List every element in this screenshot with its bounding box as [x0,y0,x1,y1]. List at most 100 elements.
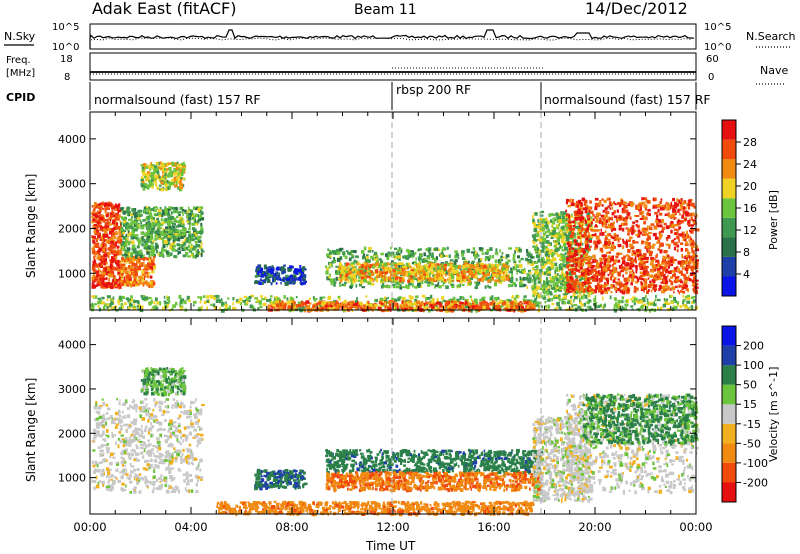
heatmap-cell [107,273,110,276]
heatmap-cell [535,261,538,264]
heatmap-cell [606,263,610,267]
heatmap-cell [101,260,103,265]
heatmap-cell [167,186,170,190]
heatmap-cell [454,267,457,270]
heatmap-cell [99,228,103,232]
heatmap-cell [581,202,583,206]
heatmap-cell [123,275,127,278]
heatmap-cell [532,289,536,292]
heatmap-cell [459,268,462,271]
cpid-row: CPID normalsound (fast) 157 RF rbsp 200 … [6,82,711,110]
heatmap-cell [487,279,491,283]
heatmap-cell [519,276,522,281]
heatmap-cell [360,276,365,280]
heatmap-cell [394,247,398,250]
heatmap-cell [537,260,540,263]
heatmap-cell [200,217,205,221]
heatmap-cell [120,246,123,250]
heatmap-cell [546,230,551,233]
heatmap-cell [93,272,96,276]
heatmap-cell [169,170,173,173]
heatmap-cell [434,259,437,263]
heatmap-cell [540,242,545,245]
heatmap-cell [395,268,398,271]
heatmap-cell [400,269,402,272]
heatmap-cell [423,252,426,257]
heatmap-cell [665,256,668,260]
heatmap-cell [583,276,585,280]
heatmap-cell [92,275,96,279]
heatmap-cell [524,257,528,262]
heatmap-cell [569,284,574,289]
heatmap-cell [173,234,177,239]
heatmap-cell [572,199,574,203]
heatmap-cell [596,261,599,266]
heatmap-cell [475,272,477,277]
heatmap-cell [535,233,540,237]
heatmap-cell [629,216,632,220]
heatmap-cell [576,288,580,291]
heatmap-cell [537,219,540,223]
heatmap-cell [142,254,145,257]
heatmap-cell [355,284,358,288]
heatmap-cell [616,287,620,291]
heatmap-cell [397,262,402,265]
heatmap-cell [119,220,122,224]
heatmap-cell [413,268,416,272]
heatmap-cell [654,264,658,269]
heatmap-cell [119,284,121,287]
heatmap-cell [410,250,413,253]
heatmap-cell [492,270,495,273]
heatmap-cell [412,283,414,288]
heatmap-cell [567,204,571,208]
heatmap-cell [272,277,274,282]
heatmap-cell [643,221,646,225]
heatmap-cell [114,245,116,249]
heatmap-cell [645,256,649,260]
heatmap-cell [687,224,691,227]
heatmap-cell [174,184,178,188]
heatmap-cell [586,291,589,295]
heatmap-cell [190,245,194,248]
heatmap-cell [399,279,403,283]
heatmap-cell [546,259,549,262]
heatmap-cell [654,236,658,240]
heatmap-cell [394,264,397,268]
heatmap-cell [567,253,570,257]
heatmap-cell [400,268,405,272]
heatmap-cell [94,254,97,258]
heatmap-cell [140,226,145,230]
heatmap-cell [142,219,146,222]
heatmap-cell [122,236,127,240]
heatmap-cell [337,267,339,271]
heatmap-cell [100,284,104,289]
heatmap-cell [147,178,150,181]
heatmap-cell [560,255,563,260]
heatmap-cell [200,231,203,235]
heatmap-cell [655,259,658,263]
heatmap-cell [493,282,497,287]
heatmap-cell [631,279,634,283]
heatmap-cell [149,163,151,167]
heatmap-cell [159,176,164,180]
heatmap-cell [124,283,127,287]
cpid-segment-1: normalsound (fast) 157 RF [94,92,261,107]
heatmap-cell [138,210,143,213]
heatmap-cell [543,234,545,237]
heatmap-cell [555,212,559,217]
heatmap-cell [146,264,150,268]
heatmap-cell [579,207,583,210]
heatmap-cell [197,248,199,253]
heatmap-cell [527,260,530,265]
heatmap-cell [514,262,517,267]
heatmap-cell [685,248,688,252]
heatmap-cell [630,264,634,268]
heatmap-cell [652,279,656,284]
heatmap-cell [543,288,546,291]
power-region-4 [254,264,307,286]
heatmap-cell [269,268,274,273]
nave-tick-bottom: 0 [708,72,714,83]
heatmap-cell [685,277,690,281]
heatmap-cell [283,264,286,267]
heatmap-cell [643,270,645,273]
